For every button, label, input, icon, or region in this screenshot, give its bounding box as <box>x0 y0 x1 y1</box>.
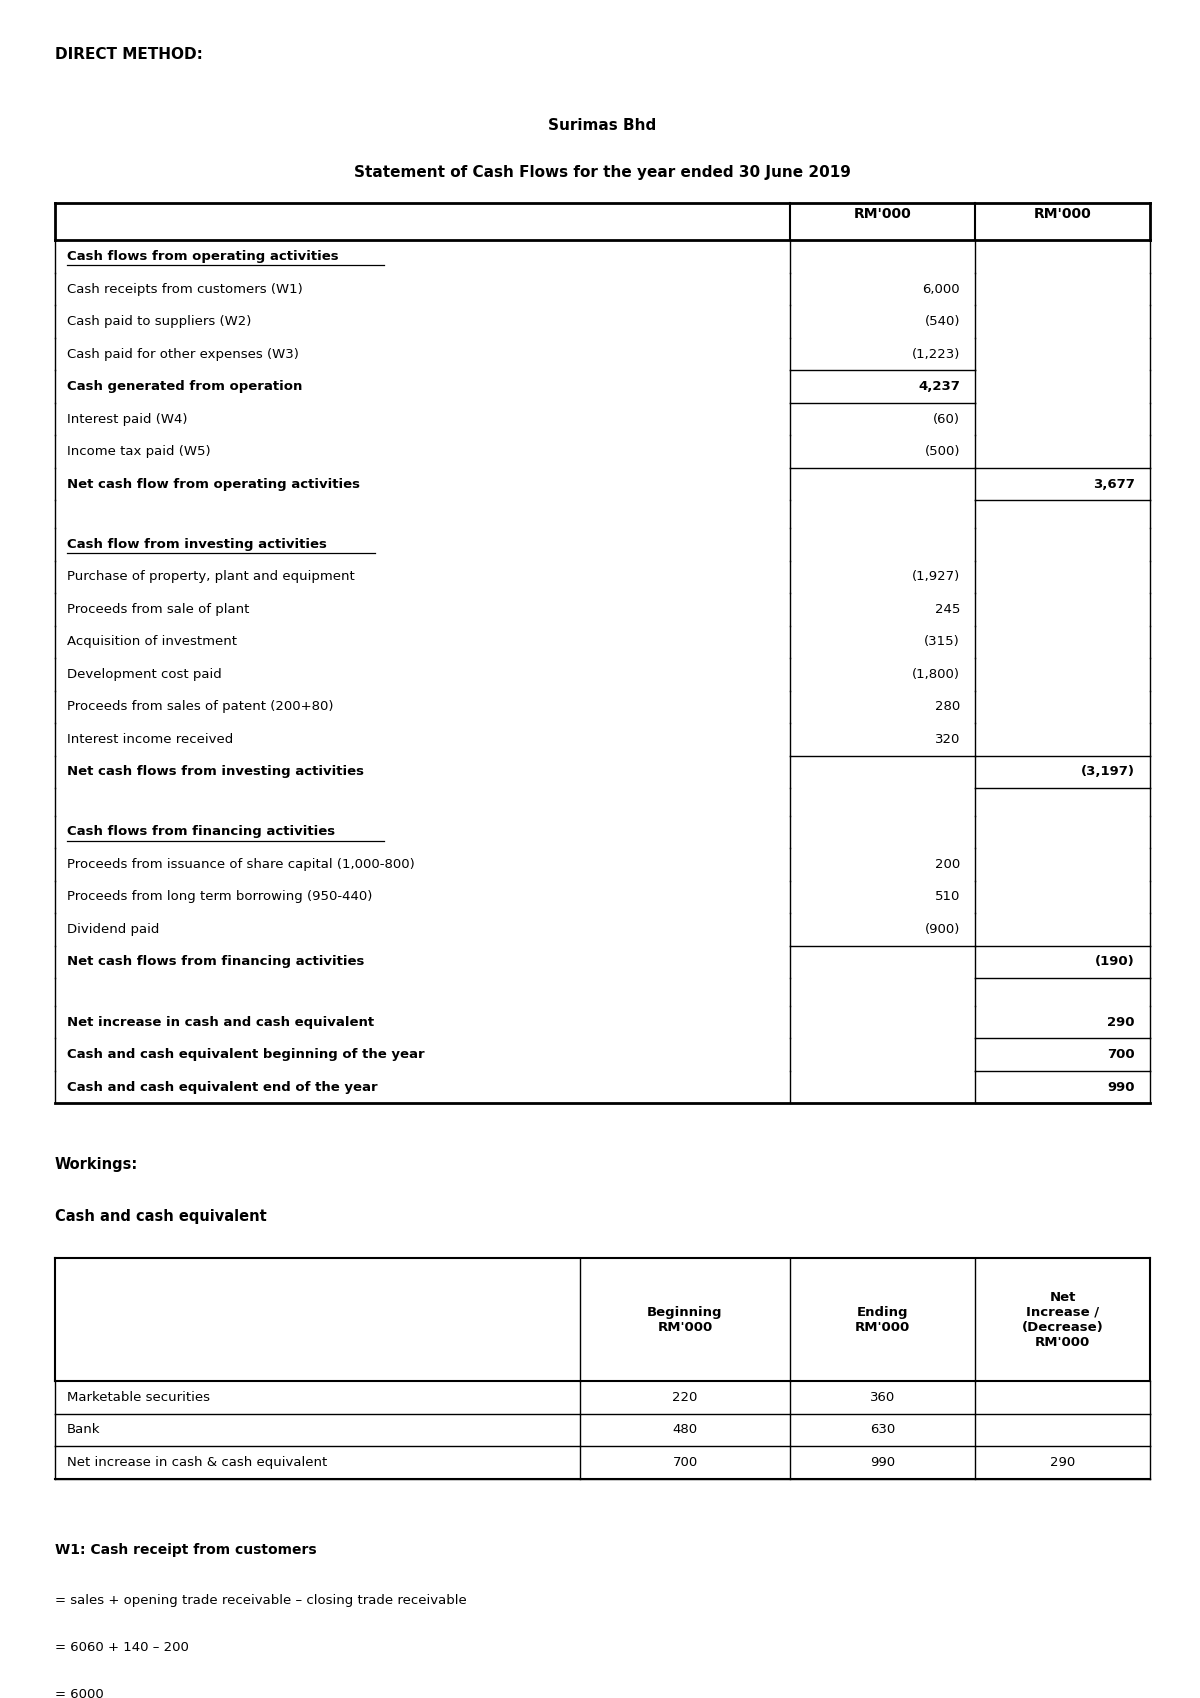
Text: Cash flow from investing activities: Cash flow from investing activities <box>67 538 326 550</box>
Text: Net cash flows from financing activities: Net cash flows from financing activities <box>67 956 365 968</box>
Text: 360: 360 <box>870 1391 895 1404</box>
Text: Proceeds from issuance of share capital (1,000-800): Proceeds from issuance of share capital … <box>67 857 415 871</box>
Text: Cash paid for other expenses (W3): Cash paid for other expenses (W3) <box>67 348 299 360</box>
Text: Purchase of property, plant and equipment: Purchase of property, plant and equipmen… <box>67 571 355 584</box>
Text: 220: 220 <box>672 1391 697 1404</box>
Text: (3,197): (3,197) <box>1081 766 1135 778</box>
Text: 290: 290 <box>1050 1455 1075 1469</box>
Text: Bank: Bank <box>67 1423 101 1437</box>
Text: Income tax paid (W5): Income tax paid (W5) <box>67 445 211 458</box>
Text: 245: 245 <box>935 603 960 616</box>
Text: Interest income received: Interest income received <box>67 734 233 745</box>
Text: RM'000: RM'000 <box>853 207 911 221</box>
Text: (315): (315) <box>924 635 960 649</box>
Text: Net cash flow from operating activities: Net cash flow from operating activities <box>67 477 360 491</box>
Text: RM'000: RM'000 <box>1033 207 1091 221</box>
Text: = sales + opening trade receivable – closing trade receivable: = sales + opening trade receivable – clo… <box>55 1594 467 1606</box>
Text: Net cash flows from investing activities: Net cash flows from investing activities <box>67 766 364 778</box>
Text: 480: 480 <box>672 1423 697 1437</box>
Text: Acquisition of investment: Acquisition of investment <box>67 635 238 649</box>
Text: Proceeds from sales of patent (200+80): Proceeds from sales of patent (200+80) <box>67 700 334 713</box>
Text: Cash and cash equivalent beginning of the year: Cash and cash equivalent beginning of th… <box>67 1048 425 1061</box>
Text: Interest paid (W4): Interest paid (W4) <box>67 413 187 426</box>
Text: Proceeds from long term borrowing (950-440): Proceeds from long term borrowing (950-4… <box>67 890 372 903</box>
Text: Cash flows from financing activities: Cash flows from financing activities <box>67 825 335 839</box>
Text: 990: 990 <box>1108 1080 1135 1094</box>
Text: Surimas Bhd: Surimas Bhd <box>548 119 656 132</box>
Text: 290: 290 <box>1108 1015 1135 1029</box>
Text: Net increase in cash & cash equivalent: Net increase in cash & cash equivalent <box>67 1455 328 1469</box>
Text: 630: 630 <box>870 1423 895 1437</box>
Text: (1,927): (1,927) <box>912 571 960 584</box>
Text: 200: 200 <box>935 857 960 871</box>
Text: 700: 700 <box>1108 1048 1135 1061</box>
Text: Workings:: Workings: <box>55 1158 138 1173</box>
Text: = 6000: = 6000 <box>55 1688 103 1698</box>
Text: = 6060 + 140 – 200: = 6060 + 140 – 200 <box>55 1642 188 1654</box>
Text: Beginning
RM'000: Beginning RM'000 <box>647 1306 722 1333</box>
Text: (1,800): (1,800) <box>912 667 960 681</box>
Text: (500): (500) <box>924 445 960 458</box>
Text: Development cost paid: Development cost paid <box>67 667 222 681</box>
Text: 320: 320 <box>935 734 960 745</box>
Text: 700: 700 <box>672 1455 697 1469</box>
Text: Net
Increase /
(Decrease)
RM'000: Net Increase / (Decrease) RM'000 <box>1021 1290 1103 1348</box>
Text: (540): (540) <box>924 316 960 328</box>
Text: Cash generated from operation: Cash generated from operation <box>67 380 302 394</box>
Text: (1,223): (1,223) <box>912 348 960 360</box>
Text: (190): (190) <box>1096 956 1135 968</box>
Text: Cash receipts from customers (W1): Cash receipts from customers (W1) <box>67 282 302 295</box>
Text: Cash and cash equivalent end of the year: Cash and cash equivalent end of the year <box>67 1080 378 1094</box>
Text: (900): (900) <box>925 924 960 936</box>
Text: (60): (60) <box>934 413 960 426</box>
Text: Statement of Cash Flows for the year ended 30 June 2019: Statement of Cash Flows for the year end… <box>354 165 851 180</box>
Text: Cash paid to suppliers (W2): Cash paid to suppliers (W2) <box>67 316 251 328</box>
Text: Cash and cash equivalent: Cash and cash equivalent <box>55 1209 266 1224</box>
Text: 4,237: 4,237 <box>918 380 960 394</box>
Text: DIRECT METHOD:: DIRECT METHOD: <box>55 48 203 63</box>
Text: Proceeds from sale of plant: Proceeds from sale of plant <box>67 603 250 616</box>
Text: Ending
RM'000: Ending RM'000 <box>854 1306 910 1333</box>
Text: 3,677: 3,677 <box>1093 477 1135 491</box>
Text: 6,000: 6,000 <box>923 282 960 295</box>
Text: Marketable securities: Marketable securities <box>67 1391 210 1404</box>
Text: Dividend paid: Dividend paid <box>67 924 160 936</box>
Text: 510: 510 <box>935 890 960 903</box>
Text: 990: 990 <box>870 1455 895 1469</box>
Text: 280: 280 <box>935 700 960 713</box>
Text: W1: Cash receipt from customers: W1: Cash receipt from customers <box>55 1543 317 1557</box>
Text: Net increase in cash and cash equivalent: Net increase in cash and cash equivalent <box>67 1015 374 1029</box>
Text: Cash flows from operating activities: Cash flows from operating activities <box>67 250 338 263</box>
